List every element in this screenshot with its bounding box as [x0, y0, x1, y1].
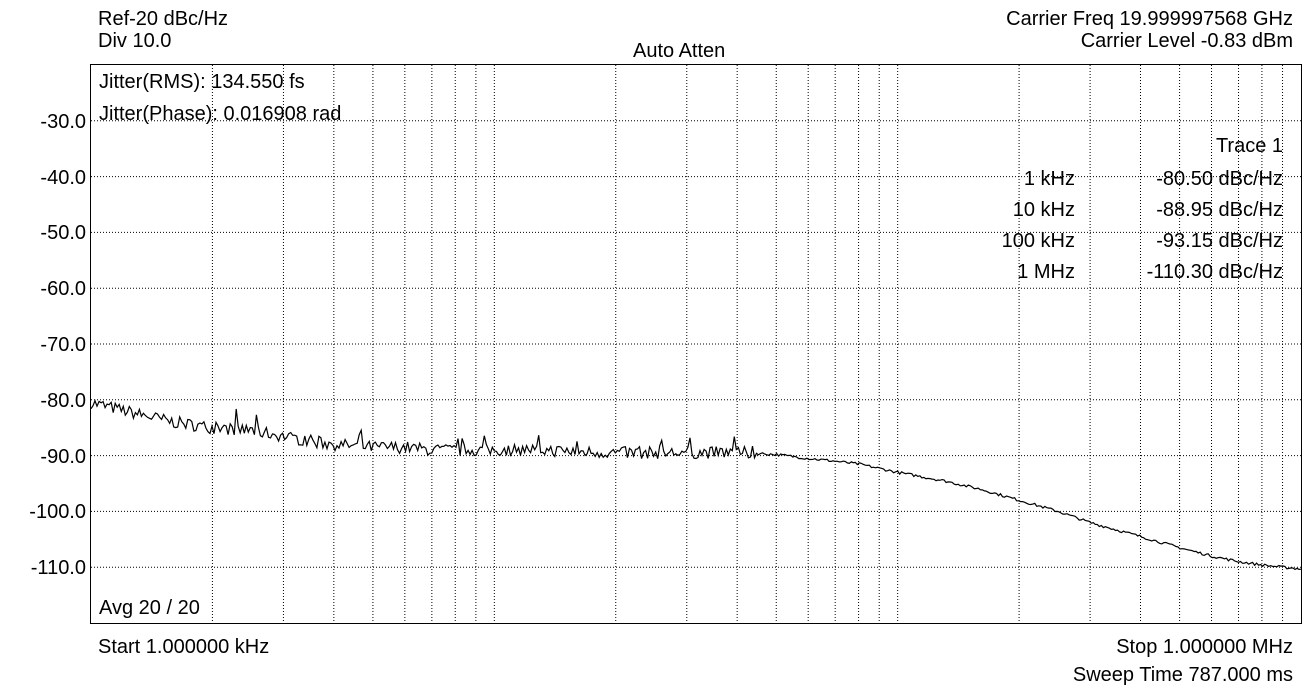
- div-scale-label: Div 10.0: [98, 30, 172, 52]
- marker-freq: 1 MHz: [1017, 261, 1075, 283]
- marker-value: -88.95 dBc/Hz: [1156, 199, 1283, 221]
- avg-count-label: Avg 20 / 20: [99, 597, 200, 619]
- y-tick-label: -70.0: [40, 334, 86, 356]
- marker-freq: 1 kHz: [1023, 168, 1075, 190]
- y-tick-label: -80.0: [40, 389, 86, 412]
- marker-freq: 100 kHz: [1001, 230, 1075, 252]
- y-tick-label: -60.0: [40, 278, 86, 301]
- y-tick-label: -100.0: [29, 501, 86, 524]
- marker-value: -93.15 dBc/Hz: [1156, 230, 1283, 252]
- atten-label: Auto Atten: [633, 40, 726, 62]
- start-freq-label: Start 1.000000 kHz: [98, 636, 270, 658]
- stop-freq-label: Stop 1.000000 MHz: [1116, 636, 1293, 658]
- y-tick-label: -30.0: [40, 110, 86, 133]
- y-tick-label: -40.0: [40, 166, 86, 189]
- ref-level-label: Ref-20 dBc/Hz: [98, 8, 229, 30]
- carrier-freq-label: Carrier Freq 19.999997568 GHz: [1006, 8, 1293, 30]
- marker-freq: 10 kHz: [1012, 199, 1075, 221]
- jitter-rms-label: Jitter(RMS): 134.550 fs: [99, 71, 305, 93]
- sweep-time-label: Sweep Time 787.000 ms: [1072, 664, 1293, 686]
- y-tick-label: -90.0: [40, 445, 86, 468]
- carrier-level-label: Carrier Level -0.83 dBm: [1080, 30, 1293, 52]
- marker-value: -80.50 dBc/Hz: [1156, 168, 1283, 190]
- marker-table-title: Trace 1: [1215, 135, 1283, 157]
- plot-area: Jitter(RMS): 134.550 fs Jitter(Phase): 0…: [90, 64, 1302, 624]
- marker-value: -110.30 dBc/Hz: [1146, 261, 1283, 283]
- trace-1-line: [91, 399, 1301, 571]
- jitter-phase-label: Jitter(Phase): 0.016908 rad: [99, 103, 342, 125]
- y-tick-label: -110.0: [30, 557, 86, 580]
- phase-noise-chart: [91, 65, 1301, 623]
- y-tick-label: -50.0: [40, 222, 86, 245]
